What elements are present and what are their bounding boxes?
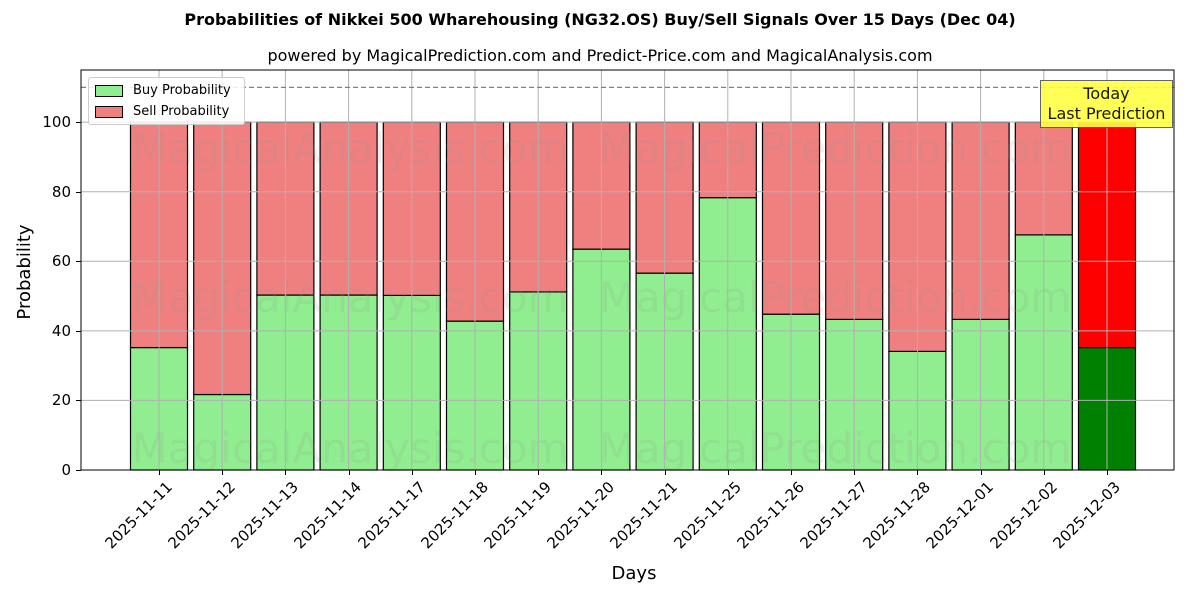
chart-subtitle: powered by MagicalPrediction.com and Pre… (267, 46, 933, 65)
legend-item-sell: Sell Probability (95, 104, 229, 119)
x-tick-mark (475, 470, 476, 475)
x-tick-mark (917, 470, 919, 475)
y-tick-mark (76, 191, 81, 193)
legend-item-buy: Buy Probability (95, 83, 231, 98)
x-tick-mark (348, 470, 350, 475)
x-tick-mark (727, 470, 729, 475)
x-tick-mark (285, 470, 287, 475)
x-tick-mark (538, 470, 540, 475)
y-tick-label: 80 (51, 182, 71, 201)
plot-frame (80, 69, 1175, 471)
x-tick-mark (411, 470, 413, 475)
y-tick-label: 100 (42, 113, 71, 132)
sell-swatch-icon (95, 105, 123, 118)
y-tick-label: 20 (51, 391, 71, 410)
x-tick-mark (1043, 470, 1045, 475)
watermark-text: MagicalAnalysis.com (132, 424, 569, 473)
watermark-text: MagicalAnalysis.com (132, 273, 569, 322)
y-tick-mark (76, 330, 81, 332)
x-tick-mark (222, 470, 224, 475)
chart-title: Probabilities of Nikkei 500 Wharehousing… (184, 10, 1016, 29)
legend-sell-label: Sell Probability (133, 104, 230, 119)
watermark-text: MagicalPrediction.com (599, 424, 1072, 473)
x-tick-mark (854, 470, 856, 475)
annotation-line-2: Last Prediction (1047, 104, 1166, 123)
y-tick-mark (76, 400, 81, 402)
annotation-line-1: Today (1083, 84, 1130, 103)
watermark-text: MagicalPrediction.com (599, 124, 1072, 173)
y-tick-label: 0 (61, 461, 71, 479)
x-tick-mark (601, 470, 603, 475)
legend-buy-label: Buy Probability (133, 83, 231, 98)
today-annotation: Today Last Prediction (1040, 80, 1173, 128)
y-tick-mark (76, 122, 81, 124)
y-tick-mark (76, 470, 81, 471)
x-axis-label: Days (611, 563, 657, 584)
x-tick-mark (1107, 470, 1108, 475)
watermark-text: MagicalAnalysis.com (132, 124, 569, 173)
x-tick-mark (980, 470, 982, 475)
watermark-text: MagicalPrediction.com (599, 273, 1072, 322)
y-tick-mark (76, 261, 81, 263)
y-tick-label: 40 (51, 321, 71, 340)
x-tick-mark (664, 470, 666, 475)
y-tick-label: 60 (51, 252, 71, 271)
buy-swatch-icon (95, 84, 123, 97)
x-tick-mark (791, 470, 792, 475)
chart-legend: Buy Probability Sell Probability (88, 77, 245, 125)
x-tick-mark (159, 470, 160, 475)
